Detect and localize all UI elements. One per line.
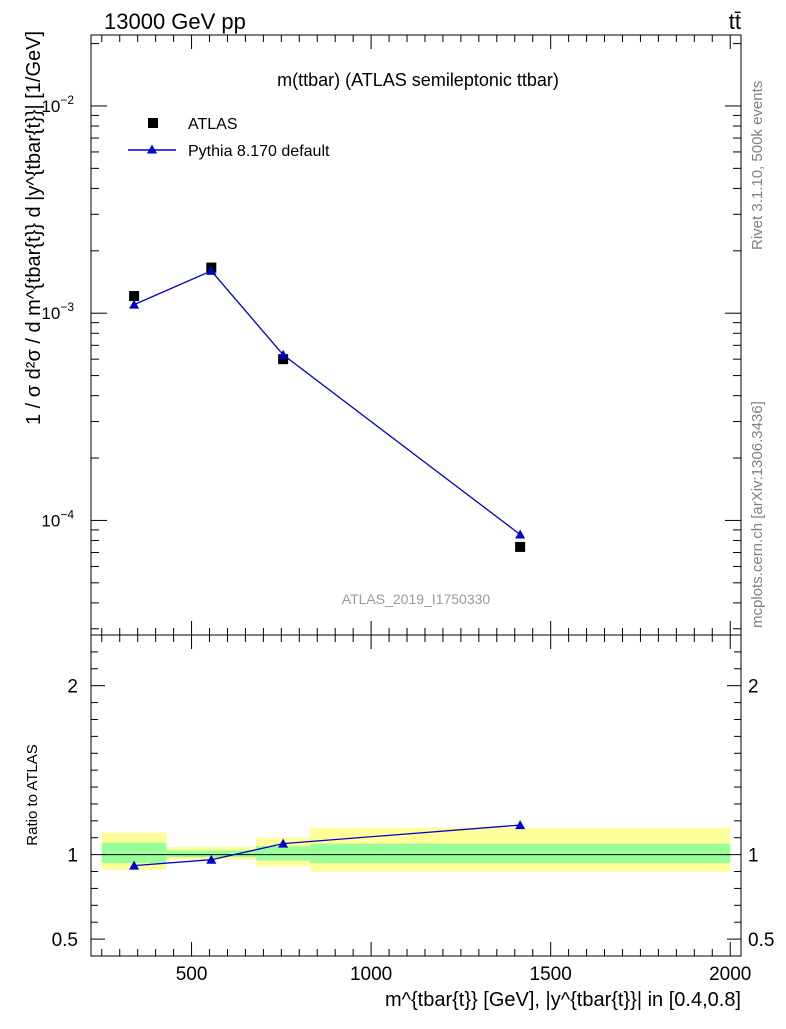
pythia-point: [129, 299, 140, 309]
uncertainty-band-green: [256, 846, 311, 861]
pythia-point: [278, 349, 289, 359]
pythia-point: [206, 265, 217, 275]
x-tick-label: 1500: [530, 964, 572, 985]
ratio-y-tick-label-right: 0.5: [748, 930, 774, 951]
pythia-point: [515, 529, 526, 539]
chart-title: m(ttbar) (ATLAS semileptonic ttbar): [277, 70, 559, 90]
uncertainty-band-green: [166, 850, 257, 858]
rivet-label: Rivet 3.1.10, 500k events: [749, 81, 766, 250]
ratio-pythia-point: [129, 860, 140, 870]
main-y-tick-label: 10−4: [41, 507, 74, 530]
ratio-pythia-point: [206, 854, 217, 864]
ratio-y-axis-label: Ratio to ATLAS: [24, 744, 41, 845]
ratio-pythia-point: [278, 838, 289, 848]
main-y-tick-label: 10−3: [41, 300, 74, 323]
ratio-y-tick-label: 0.5: [52, 930, 78, 951]
legend-atlas-label: ATLAS: [188, 116, 238, 133]
legend-pythia-marker: [147, 144, 157, 154]
main-y-tick-label: 10−2: [41, 93, 74, 116]
x-tick-label: 2000: [709, 964, 751, 985]
x-tick-label: 500: [176, 964, 208, 985]
legend-pythia-label: Pythia 8.170 default: [188, 143, 330, 160]
ratio-y-tick-label-right: 1: [748, 846, 759, 867]
mcplots-label: mcplots.cern.ch [arXiv:1306.3436]: [749, 401, 766, 628]
main-panel: 10−2 10−3 10−4 m(ttbar) (ATLAS semileptoni…: [23, 31, 742, 636]
atlas-point: [515, 541, 526, 552]
pythia-line: [133, 270, 521, 536]
x-axis-label: m^{tbar{t}} [GeV], |y^{tbar{t}}| in [0.4…: [385, 989, 741, 1011]
ratio-panel: 0.5 0.5 1 1 2 2 500 1000 1500 2000 Ratio to ATLAS…: [24, 634, 774, 1011]
uncertainty-band-green: [101, 842, 167, 864]
uncertainty-band-green: [310, 843, 731, 864]
analysis-watermark: ATLAS_2019_I1750330: [342, 591, 491, 607]
legend-atlas-marker: [148, 118, 158, 128]
ratio-pythia-point: [515, 820, 526, 830]
process-label: tt̄: [729, 9, 741, 34]
ratio-pythia-line: [134, 824, 521, 867]
energy-label: 13000 GeV pp: [104, 9, 246, 34]
ratio-y-tick-label-right: 2: [748, 677, 759, 698]
ratio-frame: [90, 634, 742, 957]
legend: ATLAS Pythia 8.170 default: [128, 116, 330, 160]
ratio-y-tick-label: 1: [67, 846, 78, 867]
x-tick-label: 1000: [350, 964, 392, 985]
atlas-point: [129, 291, 140, 302]
atlas-point: [278, 354, 289, 365]
ratio-y-tick-label: 2: [67, 677, 78, 698]
main-y-axis-label: 1 / σ d²σ / d m^{tbar{t}} d |y^{tbar{t}}…: [23, 31, 45, 425]
